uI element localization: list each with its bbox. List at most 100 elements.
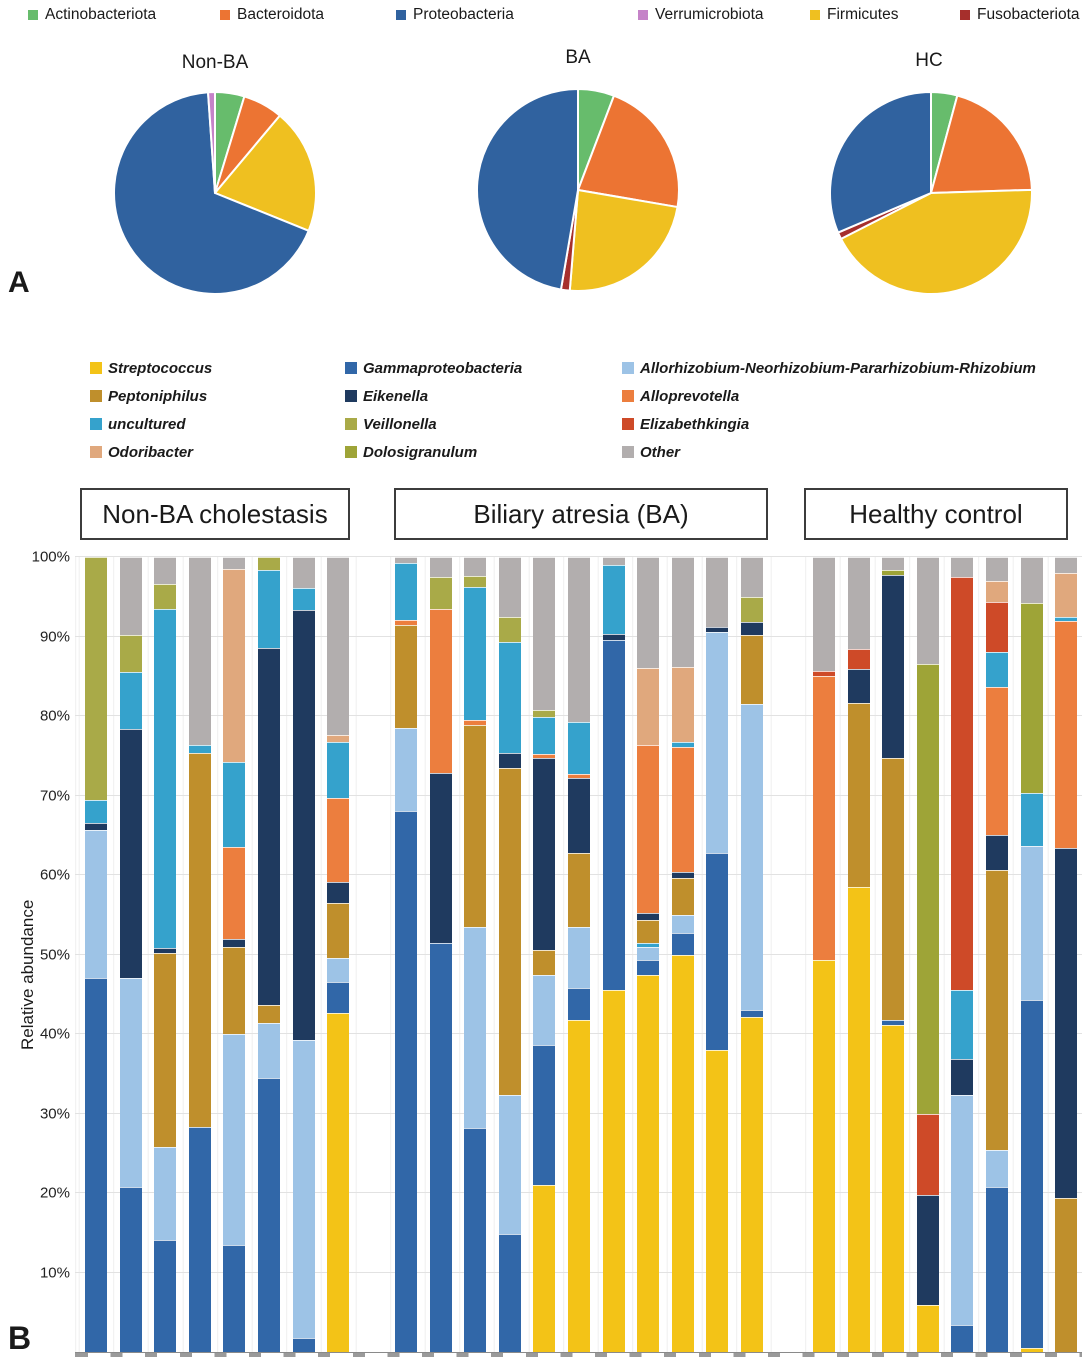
bar-segment-uncultured	[292, 588, 315, 611]
bar-segment-dolosigranulum	[916, 664, 939, 1114]
genus-legend-item: Allorhizobium-Neorhizobium-Pararhizobium…	[622, 360, 1036, 377]
bar-segment-veillonella	[498, 617, 521, 643]
bar-segment-other	[882, 557, 905, 570]
phylum-legend-label: Bacteroidota	[237, 6, 325, 23]
sample-bar	[223, 557, 246, 1352]
bar-segment-allorhizobium-neorhizobium-pararhizobium-rhizobium	[951, 1095, 974, 1325]
sample-bar	[327, 557, 350, 1352]
sample-bar	[154, 557, 177, 1352]
bar-segment-streptococcus	[706, 1049, 729, 1352]
legend-swatch-icon	[810, 10, 820, 20]
bar-segment-eikenella	[154, 948, 177, 953]
bar-segment-other	[671, 557, 694, 667]
bar-segment-veillonella	[533, 710, 556, 717]
bar-segment-uncultured	[498, 642, 521, 753]
legend-swatch-icon	[345, 362, 357, 374]
genus-legend-label: uncultured	[108, 416, 186, 433]
bar-segment-uncultured	[1055, 616, 1078, 622]
pie-slice-proteobacteria	[113, 91, 310, 295]
legend-swatch-icon	[960, 10, 970, 20]
bar-segment-streptococcus	[847, 886, 870, 1352]
pie-slice-firmicutes	[840, 188, 1033, 295]
bar-segment-gammaproteobacteria	[533, 1045, 556, 1186]
bar-segment-eikenella	[951, 1058, 974, 1096]
bar-segment-allorhizobium-neorhizobium-pararhizobium-rhizobium	[154, 1146, 177, 1240]
pie-slice-proteobacteria	[476, 88, 579, 291]
bar-segment-gammaproteobacteria	[568, 987, 590, 1020]
bar-segment-eikenella	[223, 938, 246, 947]
bar-segment-uncultured	[533, 716, 556, 755]
bar-segment-other	[741, 557, 763, 597]
legend-swatch-icon	[622, 418, 634, 430]
bar-segment-alloprevotella	[671, 747, 694, 872]
bar-segment-streptococcus	[671, 954, 694, 1352]
phylum-legend: Actinobacteriota Bacteroidota Proteobacter…	[0, 6, 1087, 30]
bar-segment-veillonella	[429, 576, 452, 609]
bar-segment-gammaproteobacteria	[395, 811, 417, 1352]
bar-segment-other	[1055, 557, 1078, 573]
bar-segment-uncultured	[154, 609, 177, 949]
bar-segment-allorhizobium-neorhizobium-pararhizobium-rhizobium	[706, 631, 729, 853]
phylum-legend-label: Actinobacteriota	[45, 6, 157, 23]
bar-segment-allorhizobium-neorhizobium-pararhizobium-rhizobium	[1020, 846, 1043, 1000]
y-tick-label: 60%	[39, 866, 70, 884]
bar-segment-veillonella	[154, 584, 177, 610]
legend-swatch-icon	[28, 10, 38, 20]
sample-bar	[464, 557, 487, 1352]
genus-legend-label: Peptoniphilus	[108, 388, 208, 405]
legend-swatch-icon	[345, 446, 357, 458]
bar-segment-uncultured	[188, 744, 211, 754]
bar-segment-peptoniphilus	[568, 852, 590, 927]
bar-segment-other	[637, 557, 660, 669]
bar-segment-other	[464, 557, 487, 577]
sample-bar	[847, 557, 870, 1352]
group-header-hc-label: Healthy control	[849, 498, 1023, 529]
gridline	[75, 556, 1082, 557]
sample-bar	[916, 557, 939, 1352]
pie-chart-ba	[473, 85, 683, 295]
bar-segment-uncultured	[258, 569, 280, 649]
bar-segment-allorhizobium-neorhizobium-pararhizobium-rhizobium	[568, 926, 590, 988]
bar-segment-odoribacter	[223, 568, 246, 763]
bar-segment-eikenella	[986, 835, 1008, 871]
bar-segment-uncultured	[395, 563, 417, 620]
sample-bar	[951, 557, 974, 1352]
bar-segment-veillonella	[464, 576, 487, 588]
sample-bar	[602, 557, 625, 1352]
bar-segment-allorhizobium-neorhizobium-pararhizobium-rhizobium	[223, 1034, 246, 1245]
phylum-legend-label: Fusobacteriota	[977, 6, 1080, 23]
bar-segment-streptococcus	[637, 975, 660, 1352]
pie-chart-nonba	[110, 88, 320, 298]
bar-segment-gammaproteobacteria	[741, 1010, 763, 1018]
bar-segment-other	[916, 557, 939, 665]
bar-segment-alloprevotella	[637, 745, 660, 914]
sample-bar	[258, 557, 280, 1352]
phylum-legend-item: Bacteroidota	[220, 6, 324, 24]
bar-segment-uncultured	[327, 742, 350, 798]
bar-segment-peptoniphilus	[637, 919, 660, 944]
bar-segment-gammaproteobacteria	[429, 942, 452, 1352]
bar-segment-uncultured	[637, 943, 660, 948]
legend-swatch-icon	[90, 418, 102, 430]
bar-segment-allorhizobium-neorhizobium-pararhizobium-rhizobium	[464, 926, 487, 1128]
bar-segment-gammaproteobacteria	[292, 1337, 315, 1352]
bar-segment-eikenella	[882, 575, 905, 759]
bar-segment-gammaproteobacteria	[154, 1239, 177, 1352]
bar-segment-eikenella	[292, 610, 315, 1041]
sample-bar	[882, 557, 905, 1352]
y-tick-label: 90%	[39, 628, 70, 645]
bar-segment-allorhizobium-neorhizobium-pararhizobium-rhizobium	[258, 1022, 280, 1078]
bar-segment-gammaproteobacteria	[951, 1324, 974, 1352]
bar-segment-gammaproteobacteria	[671, 933, 694, 955]
bar-segment-peptoniphilus	[498, 768, 521, 1096]
bar-segment-other	[568, 557, 590, 723]
bar-segment-eikenella	[916, 1195, 939, 1306]
y-tick-label: 10%	[39, 1264, 70, 1281]
group-header-ba: Biliary atresia (BA)	[394, 488, 768, 540]
genus-legend-item: Streptococcus	[90, 360, 212, 377]
bar-segment-eikenella	[119, 728, 142, 979]
bar-segment-peptoniphilus	[847, 703, 870, 887]
bar-segment-other	[188, 557, 211, 745]
y-tick-label: 100%	[31, 548, 70, 566]
bar-segment-peptoniphilus	[882, 758, 905, 1020]
